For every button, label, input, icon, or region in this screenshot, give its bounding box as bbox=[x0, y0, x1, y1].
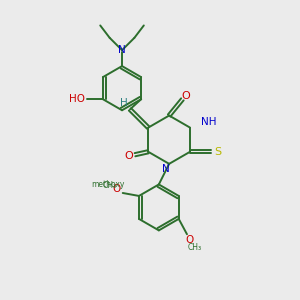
Text: S: S bbox=[214, 147, 221, 157]
Text: O: O bbox=[186, 235, 194, 244]
Text: CH₃: CH₃ bbox=[187, 243, 201, 252]
Text: O: O bbox=[124, 151, 133, 161]
Text: N: N bbox=[118, 45, 126, 55]
Text: CH₃: CH₃ bbox=[102, 182, 116, 190]
Text: N: N bbox=[162, 164, 170, 174]
Text: methoxy: methoxy bbox=[91, 180, 125, 189]
Text: O: O bbox=[182, 91, 190, 100]
Text: HO: HO bbox=[69, 94, 85, 104]
Text: O: O bbox=[112, 184, 120, 194]
Text: NH: NH bbox=[201, 117, 217, 127]
Text: H: H bbox=[120, 98, 128, 108]
